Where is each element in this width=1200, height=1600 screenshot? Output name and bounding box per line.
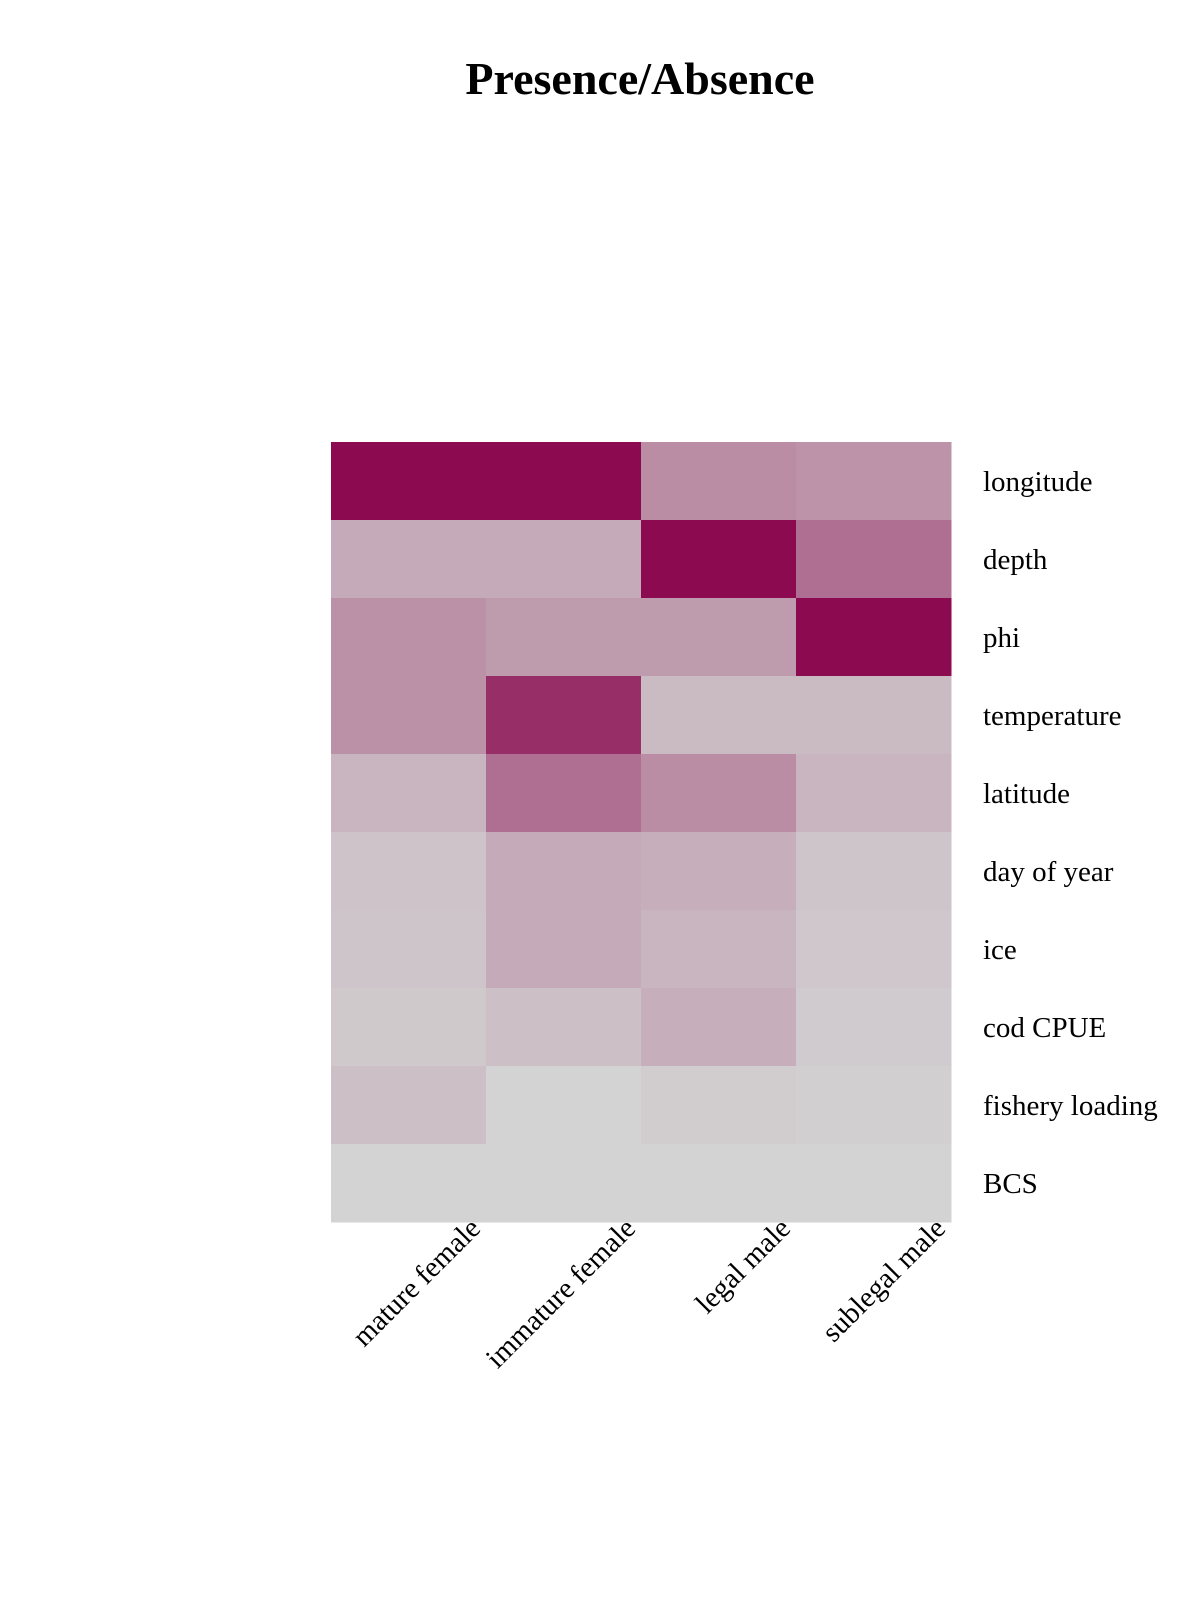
row-label-longitude: longitude (983, 466, 1093, 498)
heatmap-cell-bcs-sublegal-male (796, 1144, 952, 1223)
heatmap-cell-depth-legal-male (641, 520, 797, 599)
heatmap-cell-day-of-year-immature-female (486, 832, 642, 911)
heatmap-cell-fishery-loading-immature-female (486, 1066, 642, 1145)
heatmap-cell-cod-cpue-legal-male (641, 988, 797, 1067)
heatmap-cell-cod-cpue-sublegal-male (796, 988, 952, 1067)
row-label-bcs: BCS (983, 1168, 1038, 1200)
heatmap-cell-day-of-year-mature-female (331, 832, 487, 911)
heatmap-cells (331, 442, 952, 1223)
heatmap-cell-temperature-mature-female (331, 676, 487, 755)
heatmap-cell-day-of-year-sublegal-male (796, 832, 952, 911)
heatmap-cell-fishery-loading-legal-male (641, 1066, 797, 1145)
heatmap-cell-phi-mature-female (331, 598, 487, 677)
heatmap-cell-depth-sublegal-male (796, 520, 952, 599)
heatmap-cell-bcs-immature-female (486, 1144, 642, 1223)
heatmap-cell-longitude-immature-female (486, 442, 642, 521)
column-label-legal-male: legal male (689, 1212, 796, 1319)
heatmap-cell-ice-legal-male (641, 910, 797, 989)
row-label-day-of-year: day of year (983, 856, 1114, 888)
column-label-immature-female: immature female (480, 1212, 642, 1374)
heatmap-cell-latitude-sublegal-male (796, 754, 952, 833)
heatmap-cell-longitude-legal-male (641, 442, 797, 521)
heatmap-cell-ice-sublegal-male (796, 910, 952, 989)
heatmap-cell-temperature-legal-male (641, 676, 797, 755)
heatmap-cell-fishery-loading-sublegal-male (796, 1066, 952, 1145)
chart-title: Presence/Absence (465, 53, 815, 104)
heatmap-cell-longitude-sublegal-male (796, 442, 952, 521)
row-label-temperature: temperature (983, 700, 1121, 732)
row-label-depth: depth (983, 544, 1048, 576)
heatmap-cell-cod-cpue-immature-female (486, 988, 642, 1067)
column-label-mature-female: mature female (346, 1212, 486, 1352)
heatmap-cell-bcs-mature-female (331, 1144, 487, 1223)
row-label-ice: ice (983, 934, 1017, 966)
heatmap-cell-depth-immature-female (486, 520, 642, 599)
heatmap-cell-temperature-sublegal-male (796, 676, 952, 755)
heatmap-cell-day-of-year-legal-male (641, 832, 797, 911)
row-label-latitude: latitude (983, 778, 1070, 810)
row-label-fishery-loading: fishery loading (983, 1090, 1158, 1122)
heatmap-cell-latitude-legal-male (641, 754, 797, 833)
heatmap-cell-phi-legal-male (641, 598, 797, 677)
heatmap-cell-latitude-immature-female (486, 754, 642, 833)
heatmap-cell-bcs-legal-male (641, 1144, 797, 1223)
heatmap-cell-depth-mature-female (331, 520, 487, 599)
heatmap-cell-ice-mature-female (331, 910, 487, 989)
heatmap-cell-latitude-mature-female (331, 754, 487, 833)
row-labels: longitude depth phi temperature latitude day … (983, 466, 1158, 1200)
heatmap-cell-phi-immature-female (486, 598, 642, 677)
heatmap-cell-longitude-mature-female (331, 442, 487, 521)
heatmap-cell-temperature-immature-female (486, 676, 642, 755)
row-label-phi: phi (983, 622, 1020, 654)
heatmap-cell-phi-sublegal-male (796, 598, 952, 677)
heatmap-cell-fishery-loading-mature-female (331, 1066, 487, 1145)
heatmap-cell-ice-immature-female (486, 910, 642, 989)
row-label-cod-cpue: cod CPUE (983, 1012, 1106, 1044)
column-label-sublegal-male: sublegal male (816, 1212, 952, 1348)
heatmap-cell-cod-cpue-mature-female (331, 988, 487, 1067)
